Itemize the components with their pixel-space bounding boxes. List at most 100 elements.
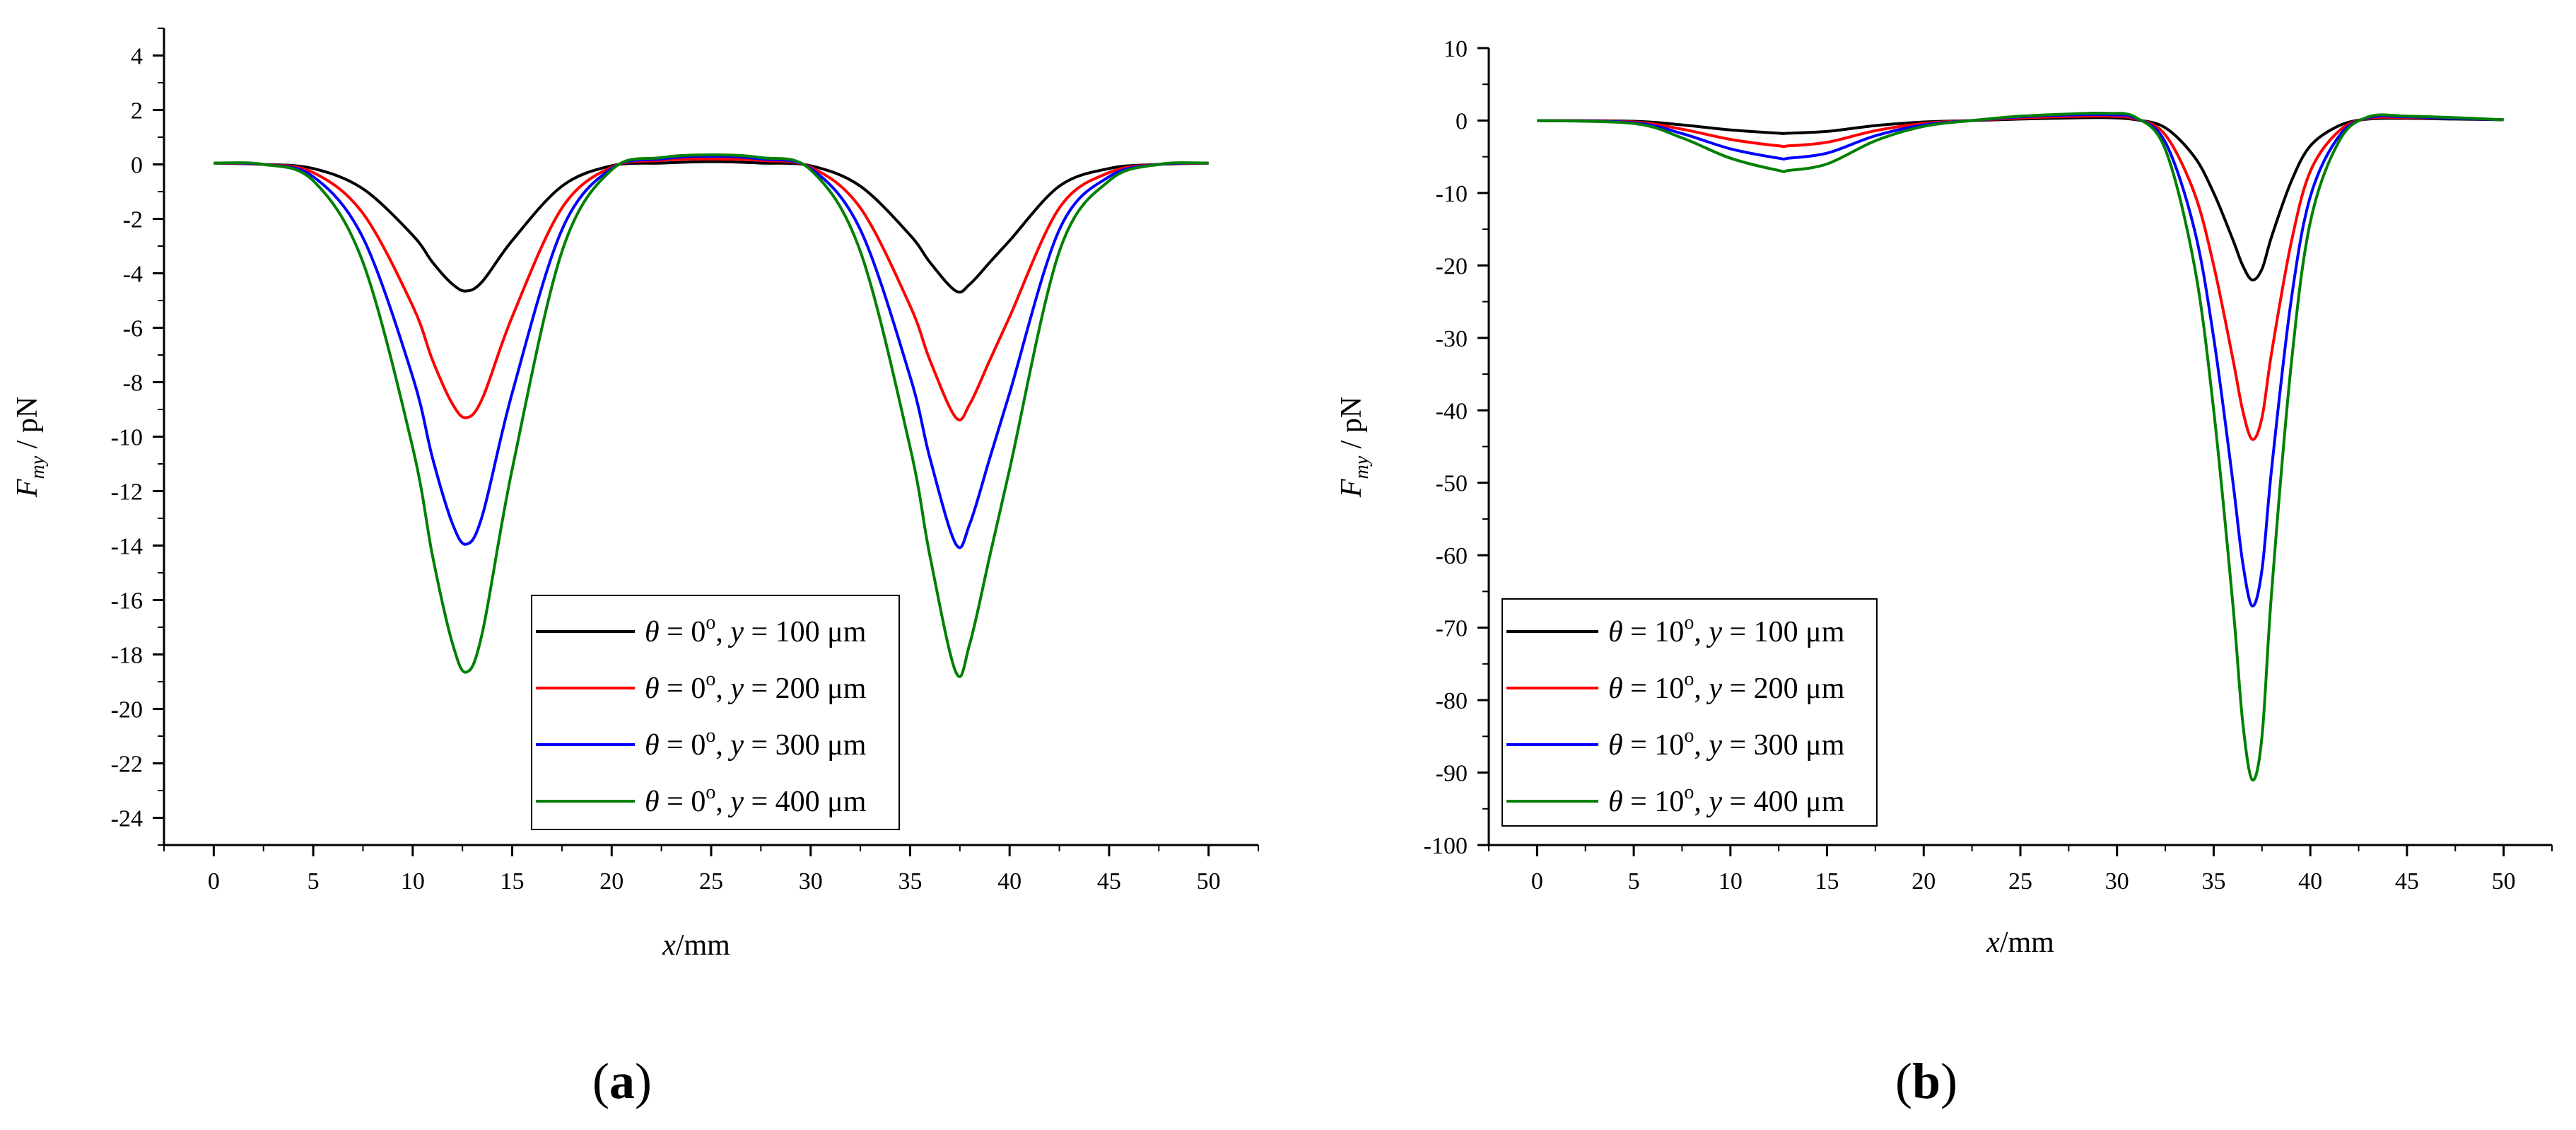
y-tick-label-a: -6: [123, 316, 143, 342]
x-tick-label-a: 10: [401, 868, 425, 895]
x-axis-title-unit-b: /mm: [2000, 926, 2054, 959]
x-axis-title-unit-a: /mm: [676, 929, 730, 962]
y-tick-label-b: -90: [1436, 761, 1468, 787]
x-tick-label-a: 50: [1197, 868, 1221, 895]
y-tick-label-a: -22: [111, 752, 143, 778]
y-tick-label-b: -40: [1436, 398, 1468, 424]
legend-entries-b: θ = 10o, y = 100 μm θ = 10o, y = 200 μm θ …: [1506, 612, 1845, 818]
legend-label-b-4: θ = 10o, y = 400 μm: [1608, 781, 1845, 818]
chart-panel-b: 0 5 10 15 20 25 30 35 40 45 50 10 0 -10 -20 -30 -40 -50 -6…: [1335, 36, 2553, 1109]
y-tick-label-a: 2: [131, 98, 143, 124]
legend-label-a-3: θ = 0o, y = 300 μm: [645, 725, 867, 762]
series-line-a-4: [213, 153, 1209, 678]
y-tick-label-b: -80: [1436, 688, 1468, 714]
x-axis-title-var-b: x: [1986, 926, 2000, 959]
panel-label-b-open: (: [1895, 1053, 1912, 1109]
x-tick-label-a: 45: [1097, 868, 1121, 895]
y-tick-label-b: -70: [1436, 616, 1468, 642]
y-axis-title-unit-a: / pN: [11, 397, 44, 456]
legend-label-b-1: θ = 10o, y = 100 μm: [1608, 612, 1845, 648]
x-tick-label-a: 5: [308, 868, 320, 895]
panel-label-a-open: (: [592, 1053, 609, 1109]
series-line-b-4: [1537, 111, 2504, 782]
chart-panel-a: 0 5 10 15 20 25 30 35 40 45 50420-2-4-6-8-10-12-14…: [11, 28, 1259, 1109]
x-tick-label-b: 15: [1815, 868, 1839, 895]
y-tick-label-b: -50: [1436, 471, 1468, 497]
legend-entries-a: θ = 0o, y = 100 μm θ = 0o, y = 200 μm θ = …: [536, 612, 867, 818]
ticks-a: 0 5 10 15 20 25 30 35 40 45 50420-2-4-6-8-10-12-14…: [111, 28, 1259, 895]
x-tick-label-b: 5: [1628, 868, 1640, 895]
series-group-b: [1537, 111, 2504, 782]
x-axis-title-a: x/mm: [662, 929, 730, 962]
y-tick-label-a: -8: [123, 371, 143, 397]
y-tick-label-a: -10: [111, 425, 143, 451]
y-axis-title-sub-b: my: [1351, 455, 1373, 479]
x-tick-label-b: 0: [1531, 868, 1543, 895]
x-tick-label-b: 45: [2395, 868, 2419, 895]
y-tick-label-a: -12: [111, 479, 143, 506]
x-tick-label-a: 30: [799, 868, 823, 895]
panel-label-a-letter: a: [609, 1053, 635, 1109]
x-tick-label-b: 50: [2492, 868, 2516, 895]
y-axis-title-unit-b: / pN: [1335, 397, 1368, 456]
panel-label-a: (a): [592, 1053, 652, 1109]
y-tick-label-b: 0: [1456, 108, 1468, 134]
x-tick-label-b: 30: [2105, 868, 2129, 895]
legend-label-a-1: θ = 0o, y = 100 μm: [645, 612, 867, 648]
series-line-a-2: [213, 157, 1209, 421]
ticks-b: 0 5 10 15 20 25 30 35 40 45 50 10 0 -10 -20 -30 -40 -50 -6…: [1424, 36, 2553, 895]
y-tick-label-b: -60: [1436, 543, 1468, 569]
panel-label-b-letter: b: [1912, 1053, 1940, 1109]
y-tick-label-a: 4: [131, 44, 143, 70]
x-tick-label-a: 40: [997, 868, 1021, 895]
legend-label-b-2: θ = 10o, y = 200 μm: [1608, 668, 1845, 705]
y-tick-label-a: -18: [111, 643, 143, 669]
y-tick-label-b: -30: [1436, 326, 1468, 352]
series-line-a-1: [213, 160, 1209, 294]
legend-a: θ = 0o, y = 100 μm θ = 0o, y = 200 μm θ = …: [531, 595, 900, 830]
y-tick-label-a: -4: [123, 262, 143, 288]
series-line-b-3: [1537, 112, 2504, 607]
y-tick-label-a: -14: [111, 534, 143, 560]
legend-label-a-4: θ = 0o, y = 400 μm: [645, 781, 867, 818]
panel-label-a-close: ): [635, 1053, 652, 1109]
x-axis-title-b: x/mm: [1986, 926, 2054, 959]
x-tick-label-a: 35: [898, 868, 922, 895]
x-tick-label-a: 25: [699, 868, 723, 895]
legend-label-b-3: θ = 10o, y = 300 μm: [1608, 725, 1845, 762]
x-tick-label-b: 20: [1911, 868, 1936, 895]
x-axis-title-var-a: x: [662, 929, 676, 962]
y-tick-label-a: -24: [111, 806, 143, 832]
x-tick-label-a: 15: [500, 868, 525, 895]
y-tick-label-a: -20: [111, 697, 143, 723]
y-axis-title-sub-a: my: [27, 455, 49, 479]
legend-b: θ = 10o, y = 100 μm θ = 10o, y = 200 μm θ …: [1501, 598, 1878, 827]
x-tick-label-a: 0: [208, 868, 220, 895]
legend-box-b: [1501, 598, 1878, 827]
y-tick-label-b: -20: [1436, 253, 1468, 279]
y-axis-title-var-a: F: [11, 479, 44, 498]
series-group-a: [213, 153, 1209, 678]
y-tick-label-a: 0: [131, 153, 143, 179]
legend-box-a: [531, 595, 900, 830]
series-line-b-2: [1537, 115, 2504, 441]
x-tick-label-b: 25: [2008, 868, 2032, 895]
y-tick-label-b: -100: [1424, 833, 1468, 859]
legend-label-a-2: θ = 0o, y = 200 μm: [645, 668, 867, 705]
y-tick-label-b: 10: [1444, 36, 1468, 62]
y-tick-label-b: -10: [1436, 181, 1468, 207]
series-line-b-1: [1537, 116, 2504, 281]
y-tick-label-a: -16: [111, 588, 143, 614]
y-axis-title-a: Fmy / pN: [11, 397, 49, 498]
x-tick-label-b: 10: [1719, 868, 1743, 895]
x-tick-label-b: 40: [2298, 868, 2322, 895]
panel-label-b-close: ): [1940, 1053, 1957, 1109]
x-tick-label-a: 20: [599, 868, 623, 895]
y-tick-label-a: -2: [123, 207, 143, 233]
x-tick-label-b: 35: [2201, 868, 2225, 895]
y-axis-title-b: Fmy / pN: [1335, 397, 1373, 498]
y-axis-title-var-b: F: [1335, 479, 1368, 498]
panel-label-b: (b): [1895, 1053, 1957, 1109]
